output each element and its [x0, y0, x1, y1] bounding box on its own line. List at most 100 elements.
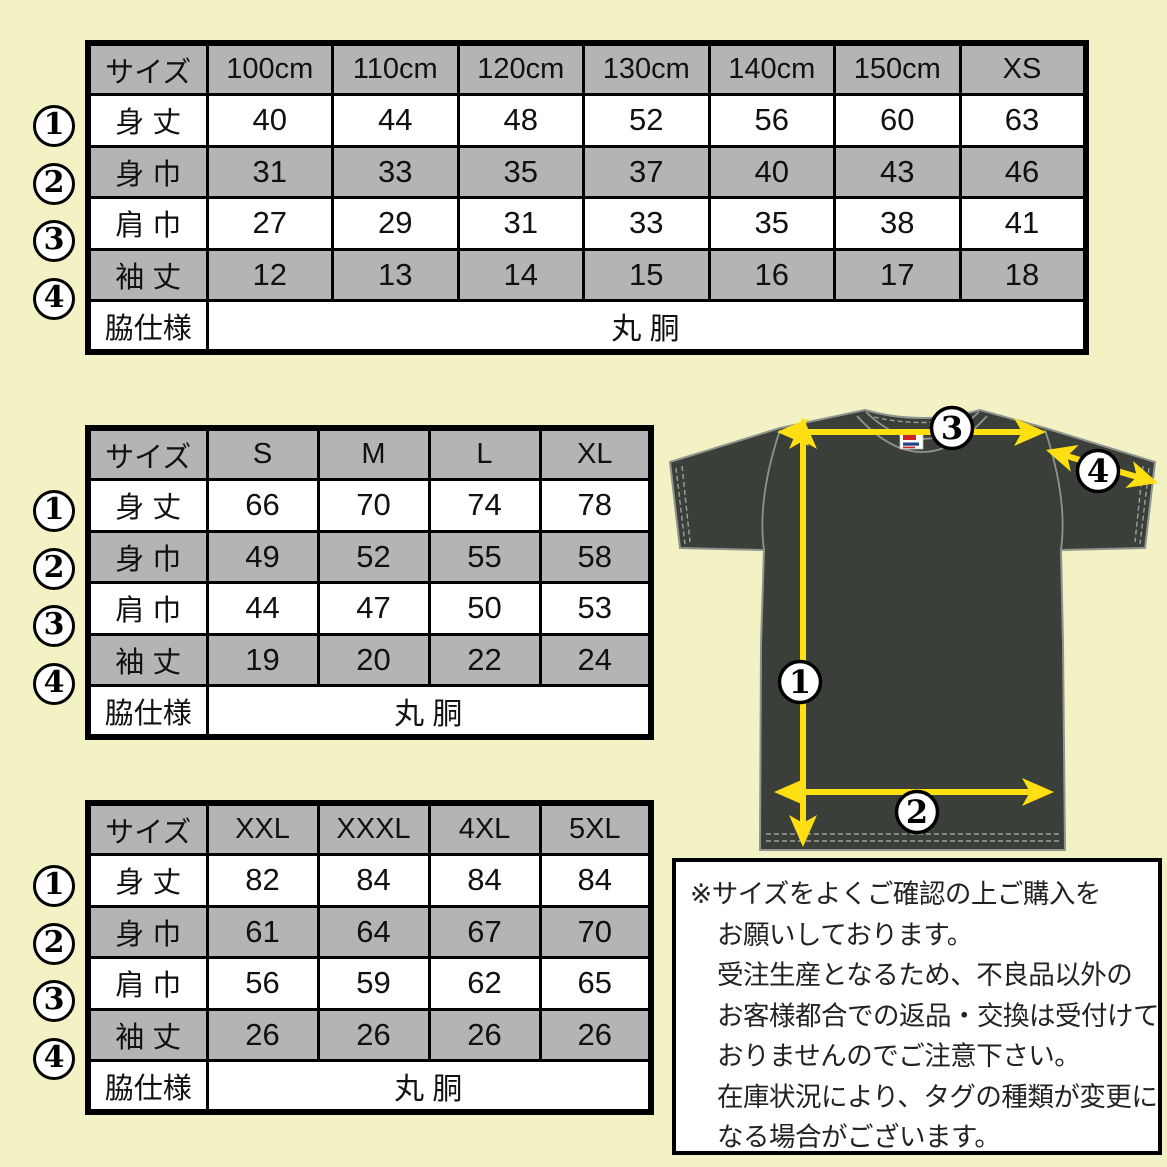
bottom-hem-stitch: [766, 833, 1059, 842]
collar-stitch: [873, 416, 972, 424]
measure-value: 84: [427, 853, 542, 908]
side-spec-label: 脇仕様: [86, 1059, 209, 1114]
size-table-row: 身 巾 31 33 35 37 40 43 46: [86, 144, 1087, 199]
measure-value: 61: [205, 904, 320, 959]
marker-2-circle: 2: [894, 789, 940, 835]
row-marker-3: 3: [33, 980, 75, 1023]
tshirt-measurement-diagram: 1 2 3 4: [660, 403, 1167, 855]
measure-value: 59: [316, 956, 431, 1011]
measure-value: 58: [538, 529, 653, 584]
measure-value: 62: [427, 956, 542, 1011]
row-marker-1: 1: [33, 105, 75, 148]
measure-value: 55: [427, 529, 542, 584]
size-table-footer-row: 脇仕様丸 胴: [86, 1059, 653, 1114]
svg-text:4: 4: [1087, 452, 1109, 490]
size-table-row: 身 丈 66 70 74 78: [86, 478, 653, 533]
measure-value: 82: [205, 853, 320, 908]
row-marker-4: 4: [33, 1037, 75, 1080]
marker-4-circle: 4: [1075, 448, 1121, 494]
row-marker-2: 2: [33, 922, 75, 965]
measure-value: 17: [833, 247, 962, 302]
neck-tag: [899, 430, 924, 450]
side-spec-value: 丸 胴: [205, 299, 1087, 354]
measure-value: 20: [316, 632, 431, 687]
size-col-header: 5XL: [538, 801, 653, 856]
measure-value: 33: [331, 144, 460, 199]
size-table-header-row: サイズ S M L XL: [86, 426, 653, 481]
measure-label: 肩 巾: [86, 956, 209, 1011]
size-table-header-row: サイズ 100cm 110cm 120cm 130cm 140cm 150cm XS: [86, 41, 1087, 96]
measure-value: 16: [707, 247, 836, 302]
size-table-big: サイズ XXL XXXL 4XL 5XL 身 丈 82 84 84 84 身 巾 61 64 67 70 肩 …: [85, 800, 654, 1115]
marker-3-circle: 3: [929, 405, 975, 451]
measure-label: 肩 巾: [86, 581, 209, 636]
size-col-header: 4XL: [427, 801, 542, 856]
measure-value: 67: [427, 904, 542, 959]
measure-value: 64: [316, 904, 431, 959]
measure-value: 31: [456, 196, 585, 251]
measure-value: 60: [833, 93, 962, 148]
measure-value: 65: [538, 956, 653, 1011]
measure-value: 70: [316, 478, 431, 533]
left-sleeve-stitch: [675, 465, 691, 545]
measure-value: 52: [582, 93, 711, 148]
measure-value: 66: [205, 478, 320, 533]
measure-label: 肩 巾: [86, 196, 209, 251]
size-label-header: サイズ: [86, 41, 209, 96]
tshirt-body: [668, 408, 1157, 851]
size-col-header: XS: [958, 41, 1087, 96]
note-line: おりませんのでご注意下さい。: [717, 1041, 1081, 1071]
measure-value: 35: [456, 144, 585, 199]
size-table-kids-section: サイズ 100cm 110cm 120cm 130cm 140cm 150cm XS 身 丈 40…: [33, 40, 1089, 355]
measure-label: 身 巾: [86, 529, 209, 584]
size-table-row: 身 巾 61 64 67 70: [86, 904, 653, 959]
size-table-row: 袖 丈 26 26 26 26: [86, 1007, 653, 1062]
side-spec-label: 脇仕様: [86, 299, 209, 354]
side-spec-value: 丸 胴: [205, 684, 653, 739]
measure-value: 15: [582, 247, 711, 302]
measure-value: 46: [958, 144, 1087, 199]
measure-value: 40: [205, 93, 334, 148]
size-label-header: サイズ: [86, 426, 209, 481]
row-marker-1: 1: [33, 490, 75, 533]
measure-label: 身 巾: [86, 904, 209, 959]
measure-value: 50: [427, 581, 542, 636]
measure-value: 18: [958, 247, 1087, 302]
size-col-header: 110cm: [331, 41, 460, 96]
measure-value: 40: [707, 144, 836, 199]
measure-value: 19: [205, 632, 320, 687]
left-armhole-seam: [761, 429, 781, 551]
row-marker-3: 3: [33, 220, 75, 263]
measure-label: 袖 丈: [86, 247, 209, 302]
tshirt-svg: 1 2 3 4: [668, 405, 1158, 851]
measure-value: 35: [707, 196, 836, 251]
row-marker-4: 4: [33, 277, 75, 320]
purchase-note: ※サイズをよくご確認の上ご購入を お願いしております。 受注生産となるため、不良品以…: [672, 858, 1162, 1155]
note-line: ※サイズをよくご確認の上ご購入を: [690, 879, 1101, 909]
measure-value: 24: [538, 632, 653, 687]
size-table-big-section: サイズ XXL XXXL 4XL 5XL 身 丈 82 84 84 84 身 巾 61 64 67 70 肩 …: [33, 800, 654, 1115]
row-marker-2: 2: [33, 547, 75, 590]
shoulder-width-arrow: [777, 418, 1046, 446]
note-line: 受注生産となるため、不良品以外の: [717, 960, 1133, 990]
measure-label: 袖 丈: [86, 632, 209, 687]
measure-value: 26: [205, 1007, 320, 1062]
size-table-adult-section: サイズ S M L XL 身 丈 66 70 74 78 身 巾 49 52 55 58 肩 巾 44 47 50 5…: [33, 425, 654, 740]
svg-text:3: 3: [941, 409, 963, 447]
size-col-header: 130cm: [582, 41, 711, 96]
measure-value: 29: [331, 196, 460, 251]
size-table-adult: サイズ S M L XL 身 丈 66 70 74 78 身 巾 49 52 55 58 肩 巾 44 47 50 5…: [85, 425, 654, 740]
measure-value: 43: [833, 144, 962, 199]
measure-value: 47: [316, 581, 431, 636]
measure-value: 27: [205, 196, 334, 251]
measure-value: 48: [456, 93, 585, 148]
measure-value: 63: [958, 93, 1087, 148]
measure-value: 33: [582, 196, 711, 251]
note-line: 在庫状況により、タグの種類が変更に: [717, 1081, 1158, 1112]
size-table-row: 肩 巾 56 59 62 65: [86, 956, 653, 1011]
size-table-row: 袖 丈 19 20 22 24: [86, 632, 653, 687]
measure-value: 49: [205, 529, 320, 584]
measure-value: 56: [205, 956, 320, 1011]
size-col-header: 150cm: [833, 41, 962, 96]
